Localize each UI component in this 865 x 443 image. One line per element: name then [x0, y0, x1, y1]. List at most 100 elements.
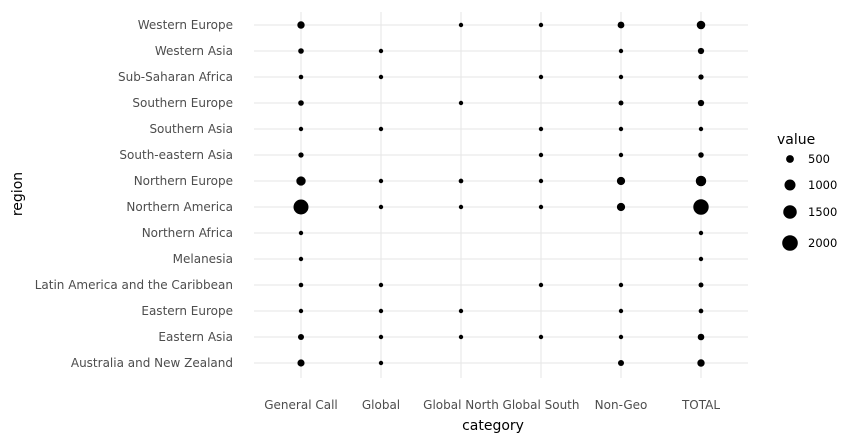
y-tick-label: Melanesia — [173, 252, 233, 266]
legend-key — [783, 205, 797, 219]
data-point — [697, 47, 705, 55]
data-point — [697, 333, 705, 341]
data-point — [298, 230, 304, 236]
legend-key — [784, 179, 796, 191]
data-point — [458, 334, 464, 340]
data-point — [298, 282, 304, 288]
legend-label: 1000 — [808, 178, 837, 192]
data-point — [698, 282, 704, 288]
x-tick-labels: General Call Global Global North Global Sou… — [264, 398, 720, 412]
y-tick-label: Latin America and the Caribbean — [35, 278, 233, 292]
y-tick-label: Eastern Asia — [158, 330, 233, 344]
data-point — [298, 152, 304, 158]
x-tick-label: Non-Geo — [595, 398, 648, 412]
data-point — [297, 333, 305, 341]
data-point — [698, 126, 704, 132]
data-point — [378, 74, 384, 80]
legend-label: 500 — [808, 152, 830, 166]
data-point — [698, 256, 704, 262]
x-axis-title: category — [462, 418, 524, 434]
legend-title: value — [777, 132, 815, 148]
data-point — [618, 48, 624, 54]
y-tick-label: Australia and New Zealand — [71, 356, 233, 370]
data-point — [697, 359, 705, 367]
y-tick-labels: Australia and New Zealand Eastern Asia Eas… — [35, 18, 233, 370]
data-point — [458, 308, 464, 314]
data-point — [378, 334, 384, 340]
x-tick-label: Global North — [423, 398, 499, 412]
data-point — [298, 308, 304, 314]
x-tick-label: Global — [362, 398, 400, 412]
x-tick-label: Global South — [503, 398, 580, 412]
data-point — [458, 22, 464, 28]
grid-lines — [254, 12, 748, 378]
data-point — [458, 178, 464, 184]
legend-label: 1500 — [808, 205, 837, 219]
data-point — [538, 204, 544, 210]
data-point — [298, 126, 304, 132]
data-point — [538, 74, 544, 80]
data-point — [695, 175, 707, 187]
data-point — [618, 334, 624, 340]
data-point — [618, 100, 624, 106]
legend-label: 2000 — [808, 236, 837, 250]
y-tick-label: South-eastern Asia — [119, 148, 233, 162]
data-point — [697, 99, 705, 107]
x-tick-label: TOTAL — [681, 398, 720, 412]
y-axis-title: region — [10, 172, 26, 216]
data-point — [698, 152, 704, 158]
y-tick-label: Eastern Europe — [141, 304, 233, 318]
data-point — [538, 126, 544, 132]
y-tick-label: Western Asia — [155, 44, 233, 58]
data-point — [298, 100, 304, 106]
data-point — [698, 74, 704, 80]
data-point — [698, 308, 704, 314]
data-point — [458, 100, 464, 106]
data-point — [617, 21, 625, 29]
data-point — [297, 21, 305, 29]
data-point — [298, 74, 304, 80]
data-point — [458, 204, 464, 210]
data-point — [618, 152, 624, 158]
y-tick-label: Southern Asia — [149, 122, 233, 136]
data-point — [618, 308, 624, 314]
data-point — [538, 334, 544, 340]
data-point — [296, 176, 306, 186]
data-point — [378, 204, 384, 210]
data-point — [616, 202, 626, 212]
data-points — [293, 20, 709, 367]
data-point — [378, 360, 384, 366]
data-point — [297, 359, 305, 367]
legend-key — [786, 155, 794, 163]
data-point — [378, 308, 384, 314]
data-point — [698, 230, 704, 236]
data-point — [538, 282, 544, 288]
y-tick-label: Northern America — [126, 200, 233, 214]
data-point — [616, 176, 626, 186]
y-tick-label: Western Europe — [138, 18, 233, 32]
data-point — [693, 199, 709, 215]
y-tick-label: Northern Europe — [134, 174, 233, 188]
legend-key — [782, 235, 798, 251]
data-point — [618, 74, 624, 80]
data-point — [378, 282, 384, 288]
y-tick-label: Sub-Saharan Africa — [118, 70, 233, 84]
data-point — [618, 282, 624, 288]
data-point — [618, 126, 624, 132]
data-point — [538, 178, 544, 184]
size-legend: value 500 1000 1500 2000 — [777, 132, 837, 251]
data-point — [538, 22, 544, 28]
data-point — [378, 178, 384, 184]
y-tick-label: Southern Europe — [132, 96, 233, 110]
x-tick-label: General Call — [264, 398, 338, 412]
data-point — [298, 48, 304, 54]
y-tick-label: Northern Africa — [142, 226, 233, 240]
data-point — [293, 199, 309, 215]
data-point — [378, 48, 384, 54]
data-point — [696, 20, 706, 30]
data-point — [298, 256, 304, 262]
data-point — [378, 126, 384, 132]
data-point — [538, 152, 544, 158]
data-point — [617, 359, 625, 367]
